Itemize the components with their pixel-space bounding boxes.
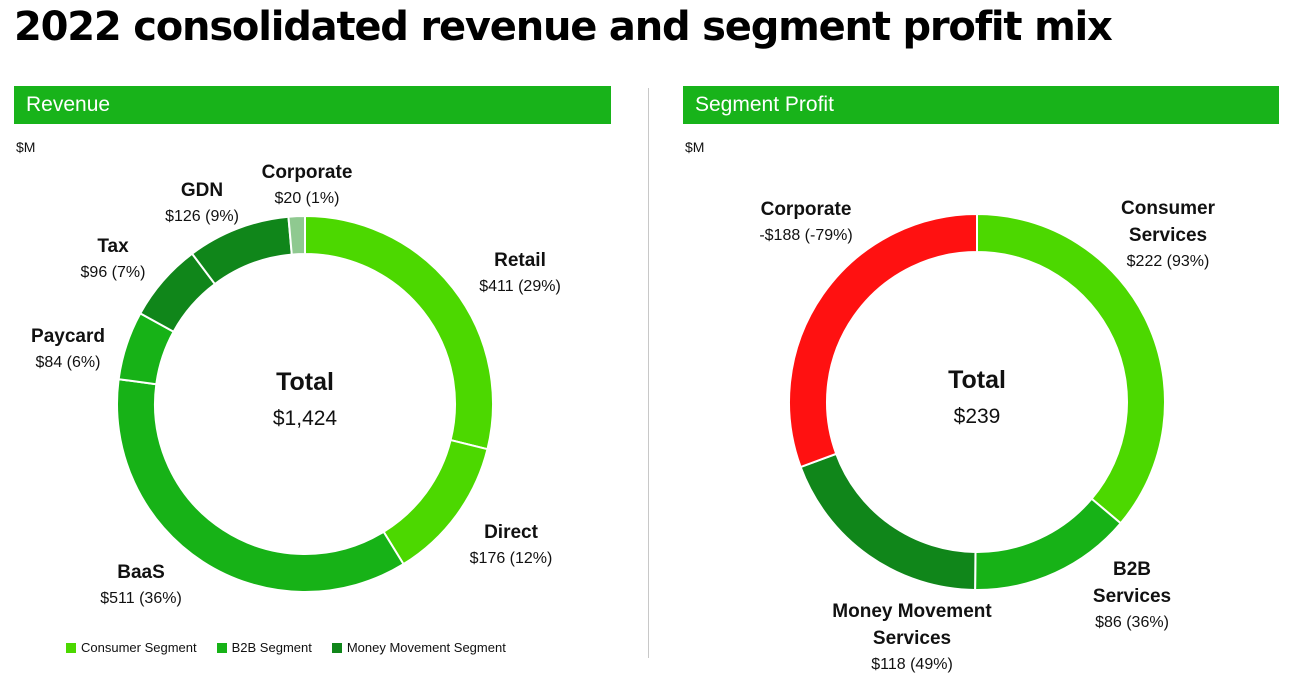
panel-divider [648,88,649,658]
label-corporate-value: -$188 (-79%) [759,227,852,244]
slice-baas [116,378,405,593]
label-b2b-services-value: $86 (36%) [1095,614,1169,631]
legend-label-money-movement: Money Movement Segment [346,640,506,655]
page-title: 2022 consolidated revenue and segment pr… [14,4,1113,50]
revenue-donut-chart: Total $1,424 Retail $411 (29%) Direct $176 (1… [31,162,561,607]
legend-label-consumer: Consumer Segment [81,640,197,655]
label-money-movement-services-value: $118 (49%) [871,656,953,673]
revenue-panel-header: Revenue [14,86,611,124]
label-consumer-services-name: Services [1129,225,1207,246]
legend-swatch-money-movement [331,642,342,653]
center-total-title: Total [948,366,1006,394]
label-money-movement-services-name: Services [873,628,951,649]
label-direct-value: $176 (12%) [470,550,553,567]
label-b2b-services-name: Services [1093,586,1171,607]
label-baas-name: BaaS [117,562,165,583]
profit-unit-label: $M [685,139,705,155]
label-direct-name: Direct [484,522,539,543]
label-tax-name: Tax [97,236,129,257]
label-corporate-name: Corporate [761,199,852,220]
legend-item-money-movement: Money Movement Segment [331,640,506,655]
profit-donut-chart: Total $239 Consumer Services $222 (93%) B2B Se… [759,198,1216,673]
legend-swatch-b2b [216,642,227,653]
center-total-title: Total [276,368,334,396]
legend-label-b2b: B2B Segment [231,640,312,655]
center-total-value: $1,424 [273,407,338,430]
label-baas-value: $511 (36%) [100,590,182,607]
slice-corporate [287,214,306,256]
slice-money-movement-services [799,452,977,592]
label-consumer-services-value: $222 (93%) [1127,253,1210,270]
label-gdn-value: $126 (9%) [165,208,239,225]
profit-panel-header: Segment Profit [683,86,1279,124]
slice-b2b-services [974,497,1123,591]
revenue-unit-label: $M [16,139,36,155]
legend: Consumer Segment B2B Segment Money Movem… [66,640,526,655]
center-total-value: $239 [954,405,1001,428]
label-b2b-services-name: B2B [1113,559,1151,580]
legend-swatch-consumer [66,642,76,653]
label-retail-value: $411 (29%) [479,278,561,295]
label-tax-value: $96 (7%) [81,264,146,281]
legend-item-consumer: Consumer Segment [66,640,197,655]
slice-corporate [788,212,978,469]
slice-gdn [190,215,293,286]
legend-item-b2b: B2B Segment [216,640,312,655]
slice-direct [382,438,489,566]
label-paycard-value: $84 (6%) [36,354,101,371]
label-consumer-services-name: Consumer [1121,198,1216,219]
label-corporate-name: Corporate [262,162,353,183]
label-gdn-name: GDN [181,180,223,201]
label-paycard-name: Paycard [31,326,105,347]
label-corporate-value: $20 (1%) [275,190,340,207]
label-retail-name: Retail [494,250,546,271]
label-money-movement-services-name: Money Movement [832,601,992,622]
